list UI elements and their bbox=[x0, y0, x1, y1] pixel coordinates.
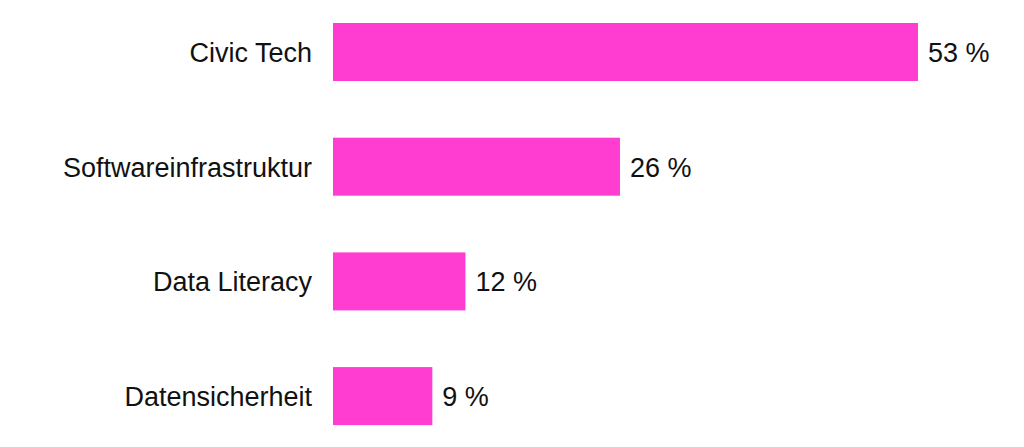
category-label: Datensicherheit bbox=[124, 382, 312, 412]
data-label: 53 % bbox=[928, 38, 990, 68]
bar bbox=[333, 367, 432, 425]
category-label: Civic Tech bbox=[189, 38, 312, 68]
bar bbox=[333, 138, 620, 196]
labels: Civic Tech 53 % Softwareinfrastruktur 26 % D… bbox=[63, 38, 990, 412]
chart-svg: Civic Tech 53 % Softwareinfrastruktur 26 % D… bbox=[0, 0, 1024, 447]
data-label: 12 % bbox=[475, 267, 537, 297]
bar bbox=[333, 252, 465, 310]
chart-container: Civic Tech 53 % Softwareinfrastruktur 26 % D… bbox=[0, 0, 1024, 447]
data-label: 26 % bbox=[630, 153, 692, 183]
bar bbox=[333, 23, 918, 81]
bars bbox=[333, 23, 918, 425]
category-label: Data Literacy bbox=[153, 267, 313, 297]
category-label: Softwareinfrastruktur bbox=[63, 153, 312, 183]
data-label: 9 % bbox=[442, 382, 489, 412]
